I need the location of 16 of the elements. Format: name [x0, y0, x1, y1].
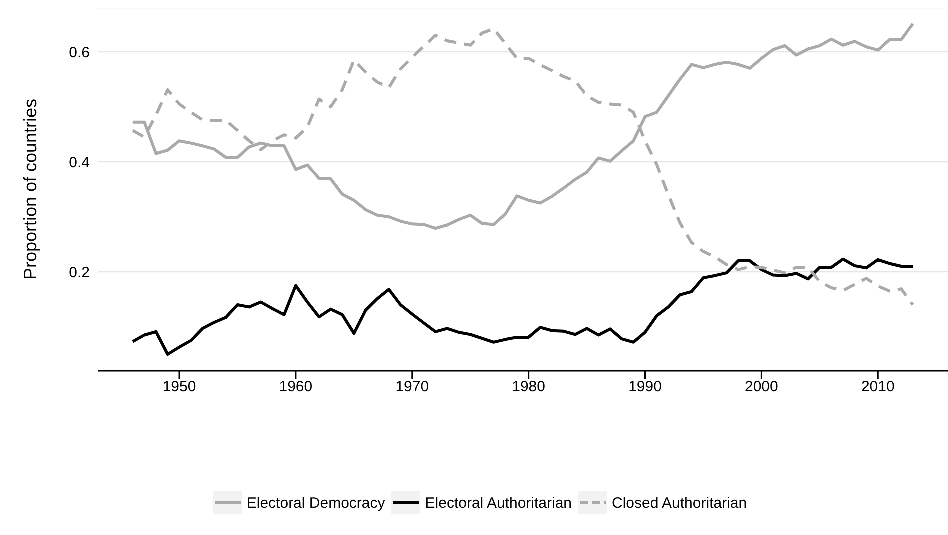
y-tick-label: 0.2: [69, 264, 90, 282]
x-tick-label: 1970: [396, 378, 430, 396]
y-axis-title: Proportion of countries: [20, 98, 40, 280]
legend-label: Electoral Democracy: [246, 494, 386, 514]
x-tick-label: 1950: [162, 378, 196, 396]
y-tick-label: 0.4: [69, 154, 90, 172]
line-series: [131, 27, 915, 306]
x-tick-label: 1960: [279, 378, 313, 396]
x-tick-label: 1990: [628, 378, 662, 396]
legend-label: Closed Authoritarian: [611, 494, 748, 514]
line-series: [131, 258, 915, 356]
y-tick-label: 0.6: [69, 44, 90, 62]
x-tick-label: 1980: [512, 378, 546, 396]
x-tick-label: 2000: [745, 378, 778, 396]
legend-label: Electoral Authoritarian: [424, 494, 572, 514]
x-tick-label: 2010: [861, 378, 895, 396]
